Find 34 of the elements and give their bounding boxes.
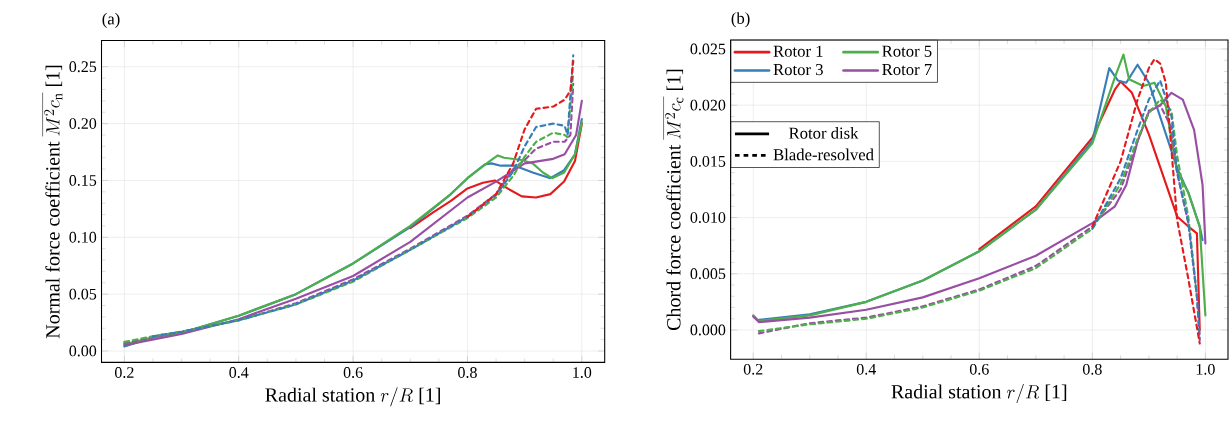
y-tick-label: 0.010 (690, 212, 726, 224)
chart-title: (a) (102, 12, 120, 28)
x-axis-title: $\mbox{Radial station }r/R\ \mbox{[1]}$ (891, 383, 1067, 404)
x-tick-label: 0.4 (856, 363, 877, 375)
y-tick-label: 0.000 (690, 324, 726, 336)
y-tick-label: 0.00 (69, 345, 97, 357)
y-tick-label: 0.05 (69, 288, 97, 300)
x-tick-label: 1.0 (573, 367, 592, 378)
legend-label: Rotor 5 (882, 45, 932, 57)
y-tick-label: 0.020 (690, 99, 726, 111)
x-tick-label: 1.0 (1196, 363, 1215, 375)
x-tick-label: 0.6 (343, 367, 363, 378)
y-tick-label: 0.20 (69, 118, 97, 130)
legend-label: Rotor 1 (773, 45, 823, 57)
y-tick-label: 0.005 (690, 268, 726, 280)
y-tick-label: 0.25 (69, 61, 97, 73)
legend-label: Rotor 3 (773, 63, 823, 76)
chart-title: (b) (731, 12, 750, 28)
x-tick-label: 0.2 (743, 363, 763, 375)
y-tick-label: 0.10 (69, 231, 97, 243)
y-tick-label: 0.015 (690, 155, 726, 167)
annotation: Rotor disk (789, 127, 859, 139)
x-tick-label: 0.8 (1082, 363, 1102, 375)
y-axis-title: $\mbox{Normal force coefficient }\overline{M^2c_\mathrm{n}}\ \mbox{[1]}$ (42, 65, 63, 339)
x-tick-label: 0.6 (969, 363, 989, 375)
y-axis-title: $\mbox{Chord force coefficient }\overline{M^2c_\mathrm{c}}\ \mbox{[1]}$ (663, 69, 684, 331)
x-tick-label: 0.4 (229, 367, 249, 378)
x-tick-label: 0.8 (458, 367, 477, 378)
x-tick-label: 0.2 (114, 367, 134, 378)
y-tick-label: 0.15 (69, 175, 97, 186)
x-axis-title: $\mbox{Radial station }r/R\ \mbox{[1]}$ (265, 387, 440, 407)
legend-label: Rotor 7 (882, 64, 932, 76)
annotation: Blade-resolved (773, 148, 874, 161)
y-tick-label: 0.025 (690, 43, 726, 55)
